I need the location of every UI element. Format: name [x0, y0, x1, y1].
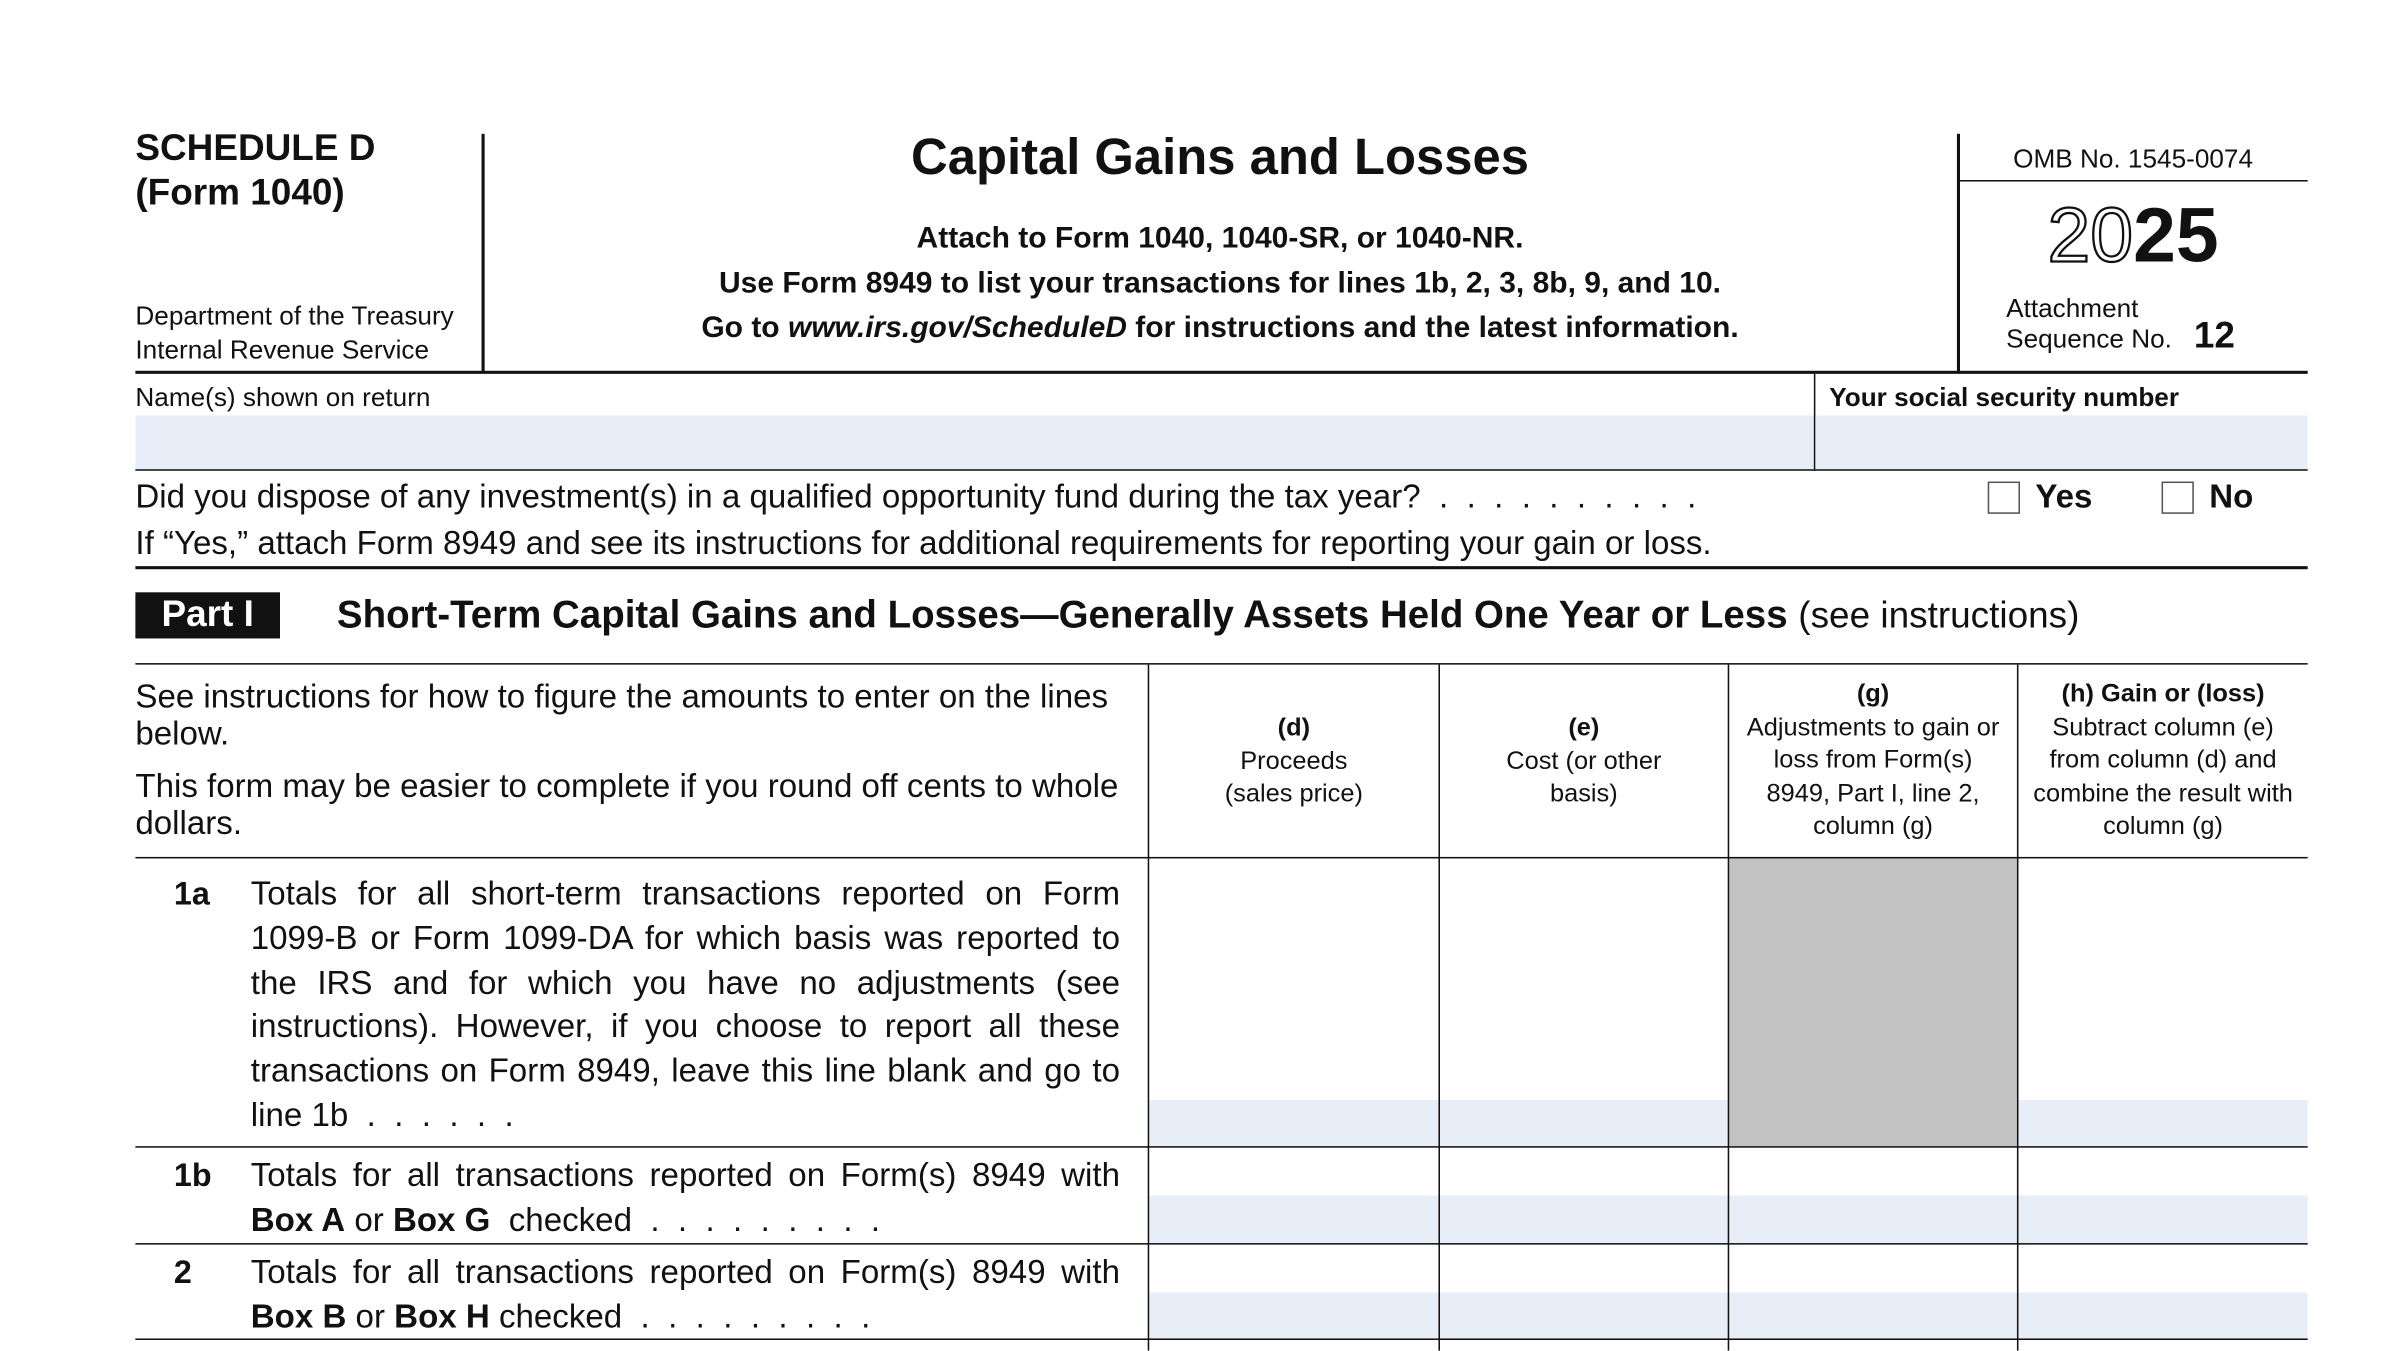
part-heading: Short-Term Capital Gains and Losses—Gene…: [337, 594, 2079, 639]
column-letter: (d): [1277, 713, 1311, 742]
omb-number: OMB No. 1545-0074: [2013, 144, 2254, 174]
question: Did you dispose of any investment(s) in …: [135, 478, 1697, 516]
column-text: Proceeds (sales price): [1224, 746, 1363, 808]
disabled-cell: [1729, 856, 2017, 1147]
agency: Internal Revenue Service: [135, 335, 430, 365]
line-text: Totals for all transactions reported on …: [251, 1154, 1120, 1243]
box-name: Box H: [394, 1298, 490, 1336]
form-number: (Form 1040): [135, 172, 345, 214]
column-text: Subtract column (e) from column (d) and …: [2033, 713, 2293, 840]
tax-year: 2025: [1958, 191, 2307, 280]
input-field[interactable]: [2018, 1099, 2308, 1147]
column-text: Adjustments to gain or loss from Form(s)…: [1746, 713, 2000, 840]
year-part: 20: [2046, 191, 2134, 279]
input-field[interactable]: [1815, 415, 2308, 470]
line-text-part: checked . . . . . . . . .: [508, 1201, 881, 1239]
instruction-text: for instructions and the latest informat…: [1126, 310, 1739, 345]
form-name: SCHEDULE D: [135, 127, 376, 170]
department: Department of the Treasury: [135, 301, 454, 331]
column-header: (d) Proceeds (sales price): [1149, 712, 1438, 811]
column-letter: (h) Gain or (loss): [2061, 679, 2265, 708]
rule: [135, 566, 2308, 570]
checkbox-label: Yes: [2035, 478, 2093, 516]
url: www.irs.gov/ScheduleD: [787, 310, 1127, 345]
line-text: Totals for all transactions reported on …: [251, 1251, 1120, 1340]
column-header: (g) Adjustments to gain or loss from Form…: [1729, 678, 2017, 843]
column-line: [2016, 664, 2019, 1351]
form-title: Capital Gains and Losses: [911, 127, 1529, 185]
sequence-label: Sequence No.: [2006, 324, 2172, 354]
part-title: Short-Term Capital Gains and Losses—Gene…: [336, 593, 1788, 637]
box-name: Box A: [250, 1201, 346, 1239]
column-line: [1438, 664, 1440, 1351]
column-header: (e) Cost (or other basis): [1440, 712, 1728, 811]
rule: [135, 370, 2308, 374]
sequence-number: 12: [2193, 315, 2235, 357]
rule: [135, 663, 2308, 665]
line-text-part: or: [354, 1201, 384, 1239]
field-label: Name(s) shown on return: [135, 383, 431, 413]
rule: [135, 1243, 2308, 1245]
column-line: [1147, 664, 1150, 1351]
column-line: [1727, 664, 1730, 1351]
line-text-part: checked . . . . . . . . .: [498, 1298, 871, 1336]
field-label: Your social security number: [1829, 383, 2180, 413]
table-intro: See instructions for how to figure the a…: [135, 678, 1109, 753]
line-number: 1a: [173, 876, 210, 913]
box-name: Box B: [250, 1298, 347, 1336]
line-text-part: or: [355, 1298, 385, 1336]
rule: [135, 1146, 2308, 1148]
instruction: Use Form 8949 to list your transactions …: [718, 266, 1722, 300]
line-text: Totals for all short-term transactions r…: [250, 875, 1130, 1134]
divider: [1813, 373, 1816, 471]
part-note: (see instructions): [1798, 595, 2080, 637]
part-label: Part I: [135, 592, 280, 639]
year-part: 25: [2133, 192, 2219, 279]
column-letter: (e): [1568, 713, 1600, 742]
line-number: 1b: [173, 1158, 212, 1194]
divider: [1958, 179, 2308, 182]
rule: [135, 856, 2308, 859]
box-name: Box G: [392, 1201, 491, 1239]
divider: [481, 133, 485, 373]
attachment: Attachment: [2006, 293, 2139, 324]
rule: [135, 469, 2308, 471]
column-header: (h) Gain or (loss) Subtract column (e) fr…: [2018, 678, 2307, 843]
checkbox-label: No: [2209, 478, 2254, 516]
checkbox[interactable]: [2161, 481, 2194, 514]
line-number: 2: [173, 1255, 192, 1291]
rule: [135, 1338, 2308, 1340]
instruction: Attach to Form 1040, 1040-SR, or 1040-NR…: [916, 221, 1524, 256]
instruction-text: Go to: [701, 310, 788, 345]
divider: [1956, 133, 1960, 373]
instruction: Go to www.irs.gov/ScheduleD for instruct…: [483, 311, 1957, 346]
column-letter: (g): [1856, 679, 1890, 708]
line-text-part: Totals for all transactions reported on …: [250, 1156, 1120, 1194]
column-text: Cost (or other basis): [1506, 746, 1662, 808]
question-note: If “Yes,” attach Form 8949 and see its i…: [135, 524, 1712, 562]
input-field[interactable]: [135, 415, 1814, 470]
checkbox[interactable]: [1987, 481, 2020, 514]
table-intro: This form may be easier to complete if y…: [135, 767, 1119, 842]
line-text-part: Totals for all transactions reported on …: [250, 1253, 1120, 1291]
